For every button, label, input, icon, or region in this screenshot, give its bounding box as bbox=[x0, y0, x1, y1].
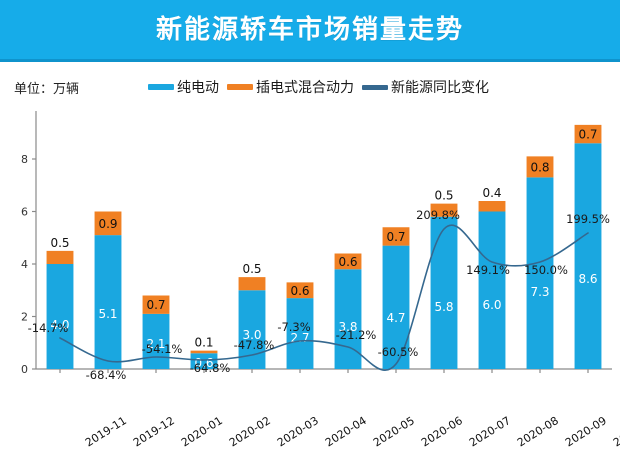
bar-value-bev-2019-11: 4.0 bbox=[50, 318, 69, 332]
legend-swatch-bar-icon bbox=[148, 84, 174, 90]
bar-phev-2020-01[interactable] bbox=[142, 295, 170, 314]
bar-phev-2020-08[interactable] bbox=[478, 201, 506, 212]
x-axis-label-2020-03: 2020-03 bbox=[274, 414, 321, 450]
chart-plot-area: 0 2 4 6 8 4.0 0.5 5.1 0.9 2.1 0.7 0.6 0.1 3.0 0.5 2.7 0.… bbox=[0, 105, 620, 405]
trend-value-label-2020-04: -7.3% bbox=[277, 320, 310, 334]
y-axis-tick-label: 8 bbox=[21, 153, 28, 166]
chart-svg: 024684.00.55.10.92.10.70.60.13.00.52.70.… bbox=[21, 111, 612, 382]
trend-value-label-2019-12: -68.4% bbox=[86, 368, 127, 382]
legend-item-1[interactable]: 纯电动 bbox=[148, 77, 225, 97]
x-axis-label-2020-08: 2020-08 bbox=[514, 414, 561, 450]
legend-label: 插电式混合动力 bbox=[256, 80, 354, 96]
legend-swatch-line-icon bbox=[362, 84, 388, 90]
bar-bev-2020-09[interactable] bbox=[526, 177, 554, 369]
legend-swatch-bar-icon bbox=[227, 84, 253, 90]
bar-phev-2020-03[interactable] bbox=[238, 277, 266, 291]
bar-phev-2020-10[interactable] bbox=[574, 124, 602, 144]
trend-value-label-2020-03: -47.8% bbox=[234, 338, 275, 352]
bar-value-bev-2020-06: 4.7 bbox=[386, 311, 405, 325]
trend-value-label-2020-07: 209.8% bbox=[416, 208, 460, 222]
bar-value-bev-2020-05: 3.8 bbox=[338, 320, 357, 334]
bar-bev-2020-06[interactable] bbox=[382, 245, 410, 369]
title-bar: 新能源轿车市场销量走势 bbox=[0, 0, 620, 62]
bar-value-bev-2020-09: 7.3 bbox=[530, 285, 549, 299]
bar-bev-2020-08[interactable] bbox=[478, 211, 506, 370]
bar-phev-2019-11[interactable] bbox=[46, 250, 74, 264]
bar-value-phev-2019-12: 0.9 bbox=[98, 217, 117, 231]
bar-phev-2020-05[interactable] bbox=[334, 253, 362, 270]
bar-value-phev-2019-11: 0.5 bbox=[50, 236, 69, 250]
bar-bev-2019-12[interactable] bbox=[94, 235, 122, 369]
bar-bev-2020-07[interactable] bbox=[430, 216, 458, 369]
x-axis-label-2019-11: 2019-11 bbox=[82, 414, 129, 450]
y-axis-tick-label: 0 bbox=[21, 363, 28, 376]
bar-value-phev-2020-04: 0.6 bbox=[290, 284, 309, 298]
trend-value-label-2020-08: 149.1% bbox=[466, 263, 510, 277]
bar-phev-2020-06[interactable] bbox=[382, 227, 410, 246]
x-axis-label-2020-07: 2020-07 bbox=[466, 414, 513, 450]
bar-value-phev-2020-03: 0.5 bbox=[242, 262, 261, 276]
trend-line-series[interactable] bbox=[59, 224, 589, 372]
x-axis-label-2020-02: 2020-02 bbox=[226, 414, 273, 450]
y-axis-tick-label: 2 bbox=[21, 311, 28, 324]
x-axis-label-2020-09: 2020-09 bbox=[562, 414, 609, 450]
bar-bev-2020-01[interactable] bbox=[142, 313, 170, 369]
x-axis-labels: 2019-11 2019-12 2020-01 2020-02 2020-03 2020-… bbox=[0, 408, 620, 465]
bar-group: 4.00.55.10.92.10.70.60.13.00.52.70.63.80… bbox=[46, 124, 602, 370]
y-axis-tick-label: 4 bbox=[21, 258, 28, 271]
bar-value-phev-2020-07: 0.5 bbox=[434, 189, 453, 203]
legend-item-2[interactable]: 插电式混合动力 bbox=[227, 77, 360, 97]
trend-value-label-2020-09: 150.0% bbox=[524, 263, 568, 277]
bar-value-phev-2020-08: 0.4 bbox=[482, 186, 501, 200]
trend-value-label-2020-05: -21.2% bbox=[336, 328, 377, 342]
y-axis-tick-label: 6 bbox=[21, 206, 28, 219]
legend-item-3[interactable]: 新能源同比变化 bbox=[362, 77, 495, 97]
bar-value-bev-2020-07: 5.8 bbox=[434, 300, 453, 314]
x-axis-label-2020-06: 2020-06 bbox=[418, 414, 465, 450]
bar-value-phev-2020-09: 0.8 bbox=[530, 160, 549, 174]
bar-phev-2020-07[interactable] bbox=[430, 203, 458, 217]
bar-value-phev-2020-06: 0.7 bbox=[386, 230, 405, 244]
bar-phev-2020-09[interactable] bbox=[526, 156, 554, 178]
unit-label: 单位：万辆 bbox=[14, 82, 80, 97]
trend-value-label-2019-11: -14.7% bbox=[28, 321, 69, 335]
trend-value-label-2020-06: -60.5% bbox=[378, 345, 419, 359]
bar-phev-2019-12[interactable] bbox=[94, 211, 122, 236]
legend-label: 纯电动 bbox=[177, 80, 219, 96]
bar-bev-2020-02[interactable] bbox=[190, 353, 218, 369]
bar-value-phev-2020-10: 0.7 bbox=[578, 128, 597, 142]
bar-bev-2020-10[interactable] bbox=[574, 143, 602, 369]
bar-value-phev-2020-02: 0.1 bbox=[194, 336, 213, 350]
bar-value-phev-2020-01: 0.7 bbox=[146, 298, 165, 312]
bar-value-bev-2020-03: 3.0 bbox=[242, 328, 261, 342]
bar-value-bev-2019-12: 5.1 bbox=[98, 307, 117, 321]
trend-value-label-2020-01: -54.1% bbox=[142, 342, 183, 356]
x-axis-label-2020-04: 2020-04 bbox=[322, 414, 369, 450]
bar-phev-2020-04[interactable] bbox=[286, 282, 314, 299]
legend-label: 新能源同比变化 bbox=[391, 80, 489, 96]
page-title: 新能源轿车市场销量走势 bbox=[155, 14, 464, 45]
bar-value-bev-2020-01: 2.1 bbox=[146, 337, 165, 351]
bar-phev-2020-02[interactable] bbox=[190, 350, 218, 354]
trend-value-label-2020-02: -64.8% bbox=[190, 361, 231, 375]
x-axis-label-2020-01: 2020-01 bbox=[178, 414, 225, 450]
bar-bev-2020-04[interactable] bbox=[286, 298, 314, 369]
x-axis-label-2020-10: 2020-10 bbox=[610, 414, 620, 450]
chart-legend: 纯电动 插电式混合动力 新能源同比变化 bbox=[148, 77, 497, 97]
bar-bev-2019-11[interactable] bbox=[46, 264, 74, 369]
trend-value-label-2020-10: 199.5% bbox=[566, 212, 610, 226]
bar-value-bev-2020-10: 8.6 bbox=[578, 272, 597, 286]
x-axis-label-2019-12: 2019-12 bbox=[130, 414, 177, 450]
bar-value-phev-2020-05: 0.6 bbox=[338, 255, 357, 269]
bar-value-bev-2020-08: 6.0 bbox=[482, 298, 501, 312]
x-axis-label-2020-05: 2020-05 bbox=[370, 414, 417, 450]
